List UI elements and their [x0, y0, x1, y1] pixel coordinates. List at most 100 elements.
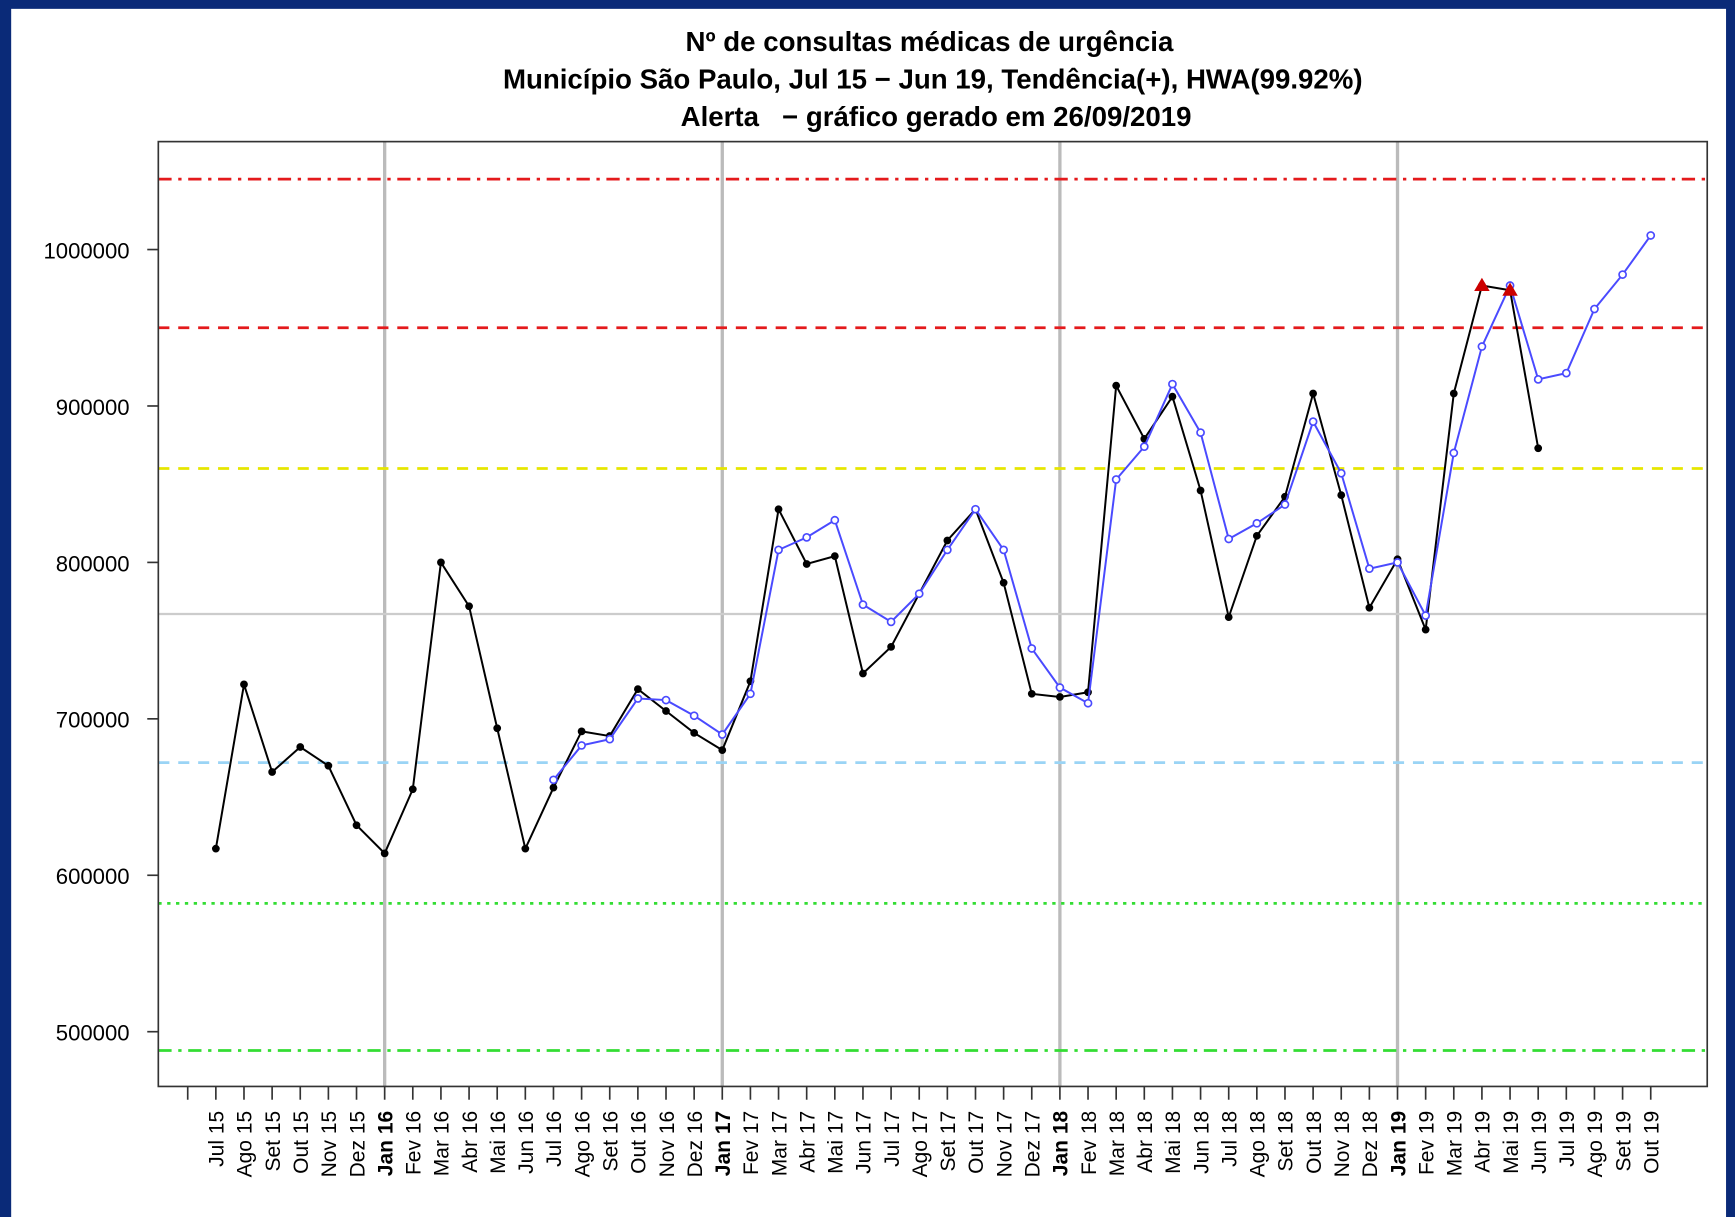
x-tick-label: Jan 19: [1387, 1111, 1410, 1176]
x-tick-label: Jul 17: [881, 1111, 904, 1167]
point: [774, 545, 783, 555]
x-tick-label: Out 16: [628, 1111, 651, 1174]
x-tick-label: Ago 16: [571, 1111, 594, 1178]
x-tick-label: Mar 17: [768, 1111, 791, 1176]
x-tick-label: Nov 16: [656, 1111, 679, 1178]
x-tick-label: Dez 18: [1359, 1111, 1382, 1178]
point: [662, 707, 670, 715]
alert-marker: [1474, 277, 1490, 292]
point: [971, 504, 980, 514]
point: [942, 545, 952, 555]
point: [774, 505, 783, 514]
point: [1168, 392, 1177, 401]
x-tick-label: Dez 17: [1022, 1111, 1045, 1178]
x-tick-label: Abr 19: [1472, 1111, 1495, 1173]
x-tick-label: Set 16: [599, 1111, 622, 1172]
x-tick-label: Ago 15: [234, 1111, 257, 1178]
x-tick-label: Ago 18: [1247, 1111, 1270, 1178]
y-tick-label: 800000: [56, 551, 130, 576]
x-tick-label: Out 19: [1640, 1111, 1663, 1174]
point: [689, 711, 699, 721]
point: [1112, 381, 1121, 390]
x-tick-label: Jun 16: [515, 1111, 538, 1174]
point: [690, 729, 699, 737]
x-tick-label: Jun 19: [1528, 1111, 1551, 1174]
point: [802, 560, 811, 568]
point: [408, 785, 417, 794]
point: [661, 695, 671, 705]
x-tick-label: Fev 16: [403, 1111, 426, 1175]
x-tick-label: Set 19: [1612, 1111, 1635, 1172]
point: [999, 578, 1008, 587]
x-tick-label: Fev 17: [740, 1111, 763, 1175]
x-tick-label: Jul 16: [543, 1111, 566, 1167]
point: [549, 775, 558, 785]
point: [858, 600, 868, 610]
x-tick-label: Mai 17: [825, 1111, 848, 1174]
point: [1337, 491, 1346, 500]
point: [1449, 389, 1458, 398]
plot-frame: [157, 140, 1709, 1088]
x-tick-label: Jun 18: [1190, 1111, 1213, 1174]
point: [1252, 531, 1261, 540]
x-tick-label: Jul 18: [1218, 1111, 1241, 1167]
x-tick-label: Fev 18: [1078, 1111, 1101, 1175]
point: [268, 768, 276, 776]
point: [746, 689, 755, 699]
point: [1590, 304, 1599, 314]
point: [549, 783, 558, 792]
point: [465, 602, 473, 611]
chart-subtitle: Alerta − gráfico gerado em 26/09/2019: [681, 101, 1192, 132]
point: [859, 669, 867, 678]
point: [493, 724, 502, 733]
x-tick-label: Out 15: [290, 1111, 313, 1174]
point: [1280, 500, 1290, 509]
point: [1646, 231, 1656, 240]
y-tick-label: 500000: [56, 1021, 130, 1046]
point: [1027, 689, 1036, 698]
point: [1252, 518, 1262, 528]
point: [830, 552, 839, 561]
x-tick-label: Jun 17: [853, 1111, 876, 1174]
point: [830, 515, 840, 525]
x-tick-label: Out 18: [1303, 1111, 1326, 1174]
point: [1168, 379, 1177, 389]
alert-marker: [1502, 282, 1518, 296]
point: [296, 743, 305, 751]
point: [352, 821, 361, 830]
chart-subtitle: Município São Paulo, Jul 15 − Jun 19, Te…: [503, 64, 1363, 95]
point: [1534, 444, 1543, 453]
point: [1111, 475, 1121, 484]
point: [717, 730, 727, 739]
point: [634, 685, 642, 693]
point: [211, 844, 220, 853]
point: [1449, 448, 1459, 458]
point: [1308, 417, 1318, 426]
point: [605, 734, 615, 744]
background: [11, 8, 1727, 1217]
point: [1365, 603, 1374, 612]
point: [1196, 486, 1205, 495]
chart-title: Nº de consultas médicas de urgência: [686, 26, 1174, 57]
point: [1561, 368, 1571, 378]
point: [1224, 613, 1233, 622]
point: [577, 727, 586, 736]
point: [521, 844, 530, 853]
x-tick-label: Mai 16: [487, 1111, 510, 1174]
x-tick-label: Jan 17: [712, 1111, 735, 1176]
x-tick-label: Set 17: [937, 1111, 960, 1172]
x-tick-label: Mar 18: [1106, 1111, 1129, 1176]
x-tick-label: Set 15: [262, 1111, 285, 1172]
x-tick-label: Ago 19: [1584, 1111, 1607, 1178]
point: [914, 589, 924, 599]
point: [577, 741, 586, 750]
series-line: [214, 284, 1540, 856]
point: [1477, 342, 1487, 351]
point: [1336, 468, 1346, 478]
x-tick-label: Nov 15: [318, 1111, 341, 1178]
point: [1618, 270, 1627, 279]
point: [718, 746, 727, 754]
y-tick-label: 700000: [56, 708, 130, 733]
point: [802, 533, 812, 542]
